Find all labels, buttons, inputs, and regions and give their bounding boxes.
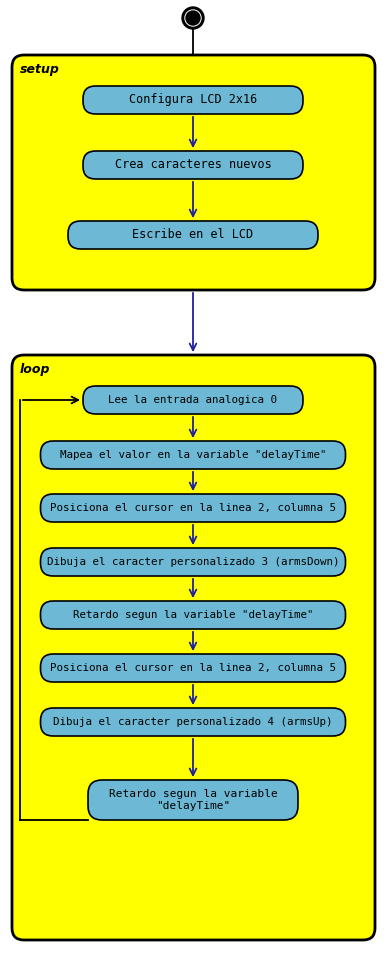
FancyBboxPatch shape xyxy=(12,355,375,940)
FancyBboxPatch shape xyxy=(41,708,346,736)
Text: Dibuja el caracter personalizado 3 (armsDown): Dibuja el caracter personalizado 3 (arms… xyxy=(47,557,339,567)
FancyBboxPatch shape xyxy=(12,55,375,290)
FancyBboxPatch shape xyxy=(83,86,303,114)
Text: Crea caracteres nuevos: Crea caracteres nuevos xyxy=(115,158,271,172)
Circle shape xyxy=(185,10,201,26)
Text: Mapea el valor en la variable "delayTime": Mapea el valor en la variable "delayTime… xyxy=(60,450,326,460)
Text: Retardo segun la variable
"delayTime": Retardo segun la variable "delayTime" xyxy=(109,789,277,811)
Text: Escribe en el LCD: Escribe en el LCD xyxy=(132,228,253,242)
Circle shape xyxy=(186,11,200,25)
FancyBboxPatch shape xyxy=(41,548,346,576)
Text: loop: loop xyxy=(20,362,50,376)
FancyBboxPatch shape xyxy=(83,386,303,414)
Text: Posiciona el cursor en la linea 2, columna 5: Posiciona el cursor en la linea 2, colum… xyxy=(50,663,336,673)
Text: setup: setup xyxy=(20,63,60,75)
FancyBboxPatch shape xyxy=(68,221,318,249)
Text: Dibuja el caracter personalizado 4 (armsUp): Dibuja el caracter personalizado 4 (arms… xyxy=(53,717,333,727)
Text: Configura LCD 2x16: Configura LCD 2x16 xyxy=(129,94,257,106)
FancyBboxPatch shape xyxy=(41,654,346,682)
FancyBboxPatch shape xyxy=(83,151,303,179)
FancyBboxPatch shape xyxy=(88,780,298,820)
Circle shape xyxy=(182,7,204,29)
FancyBboxPatch shape xyxy=(41,441,346,469)
FancyBboxPatch shape xyxy=(41,494,346,522)
Text: Retardo segun la variable "delayTime": Retardo segun la variable "delayTime" xyxy=(73,610,313,620)
Text: Posiciona el cursor en la linea 2, columna 5: Posiciona el cursor en la linea 2, colum… xyxy=(50,503,336,513)
FancyBboxPatch shape xyxy=(41,601,346,629)
Text: Lee la entrada analogica 0: Lee la entrada analogica 0 xyxy=(108,395,277,405)
